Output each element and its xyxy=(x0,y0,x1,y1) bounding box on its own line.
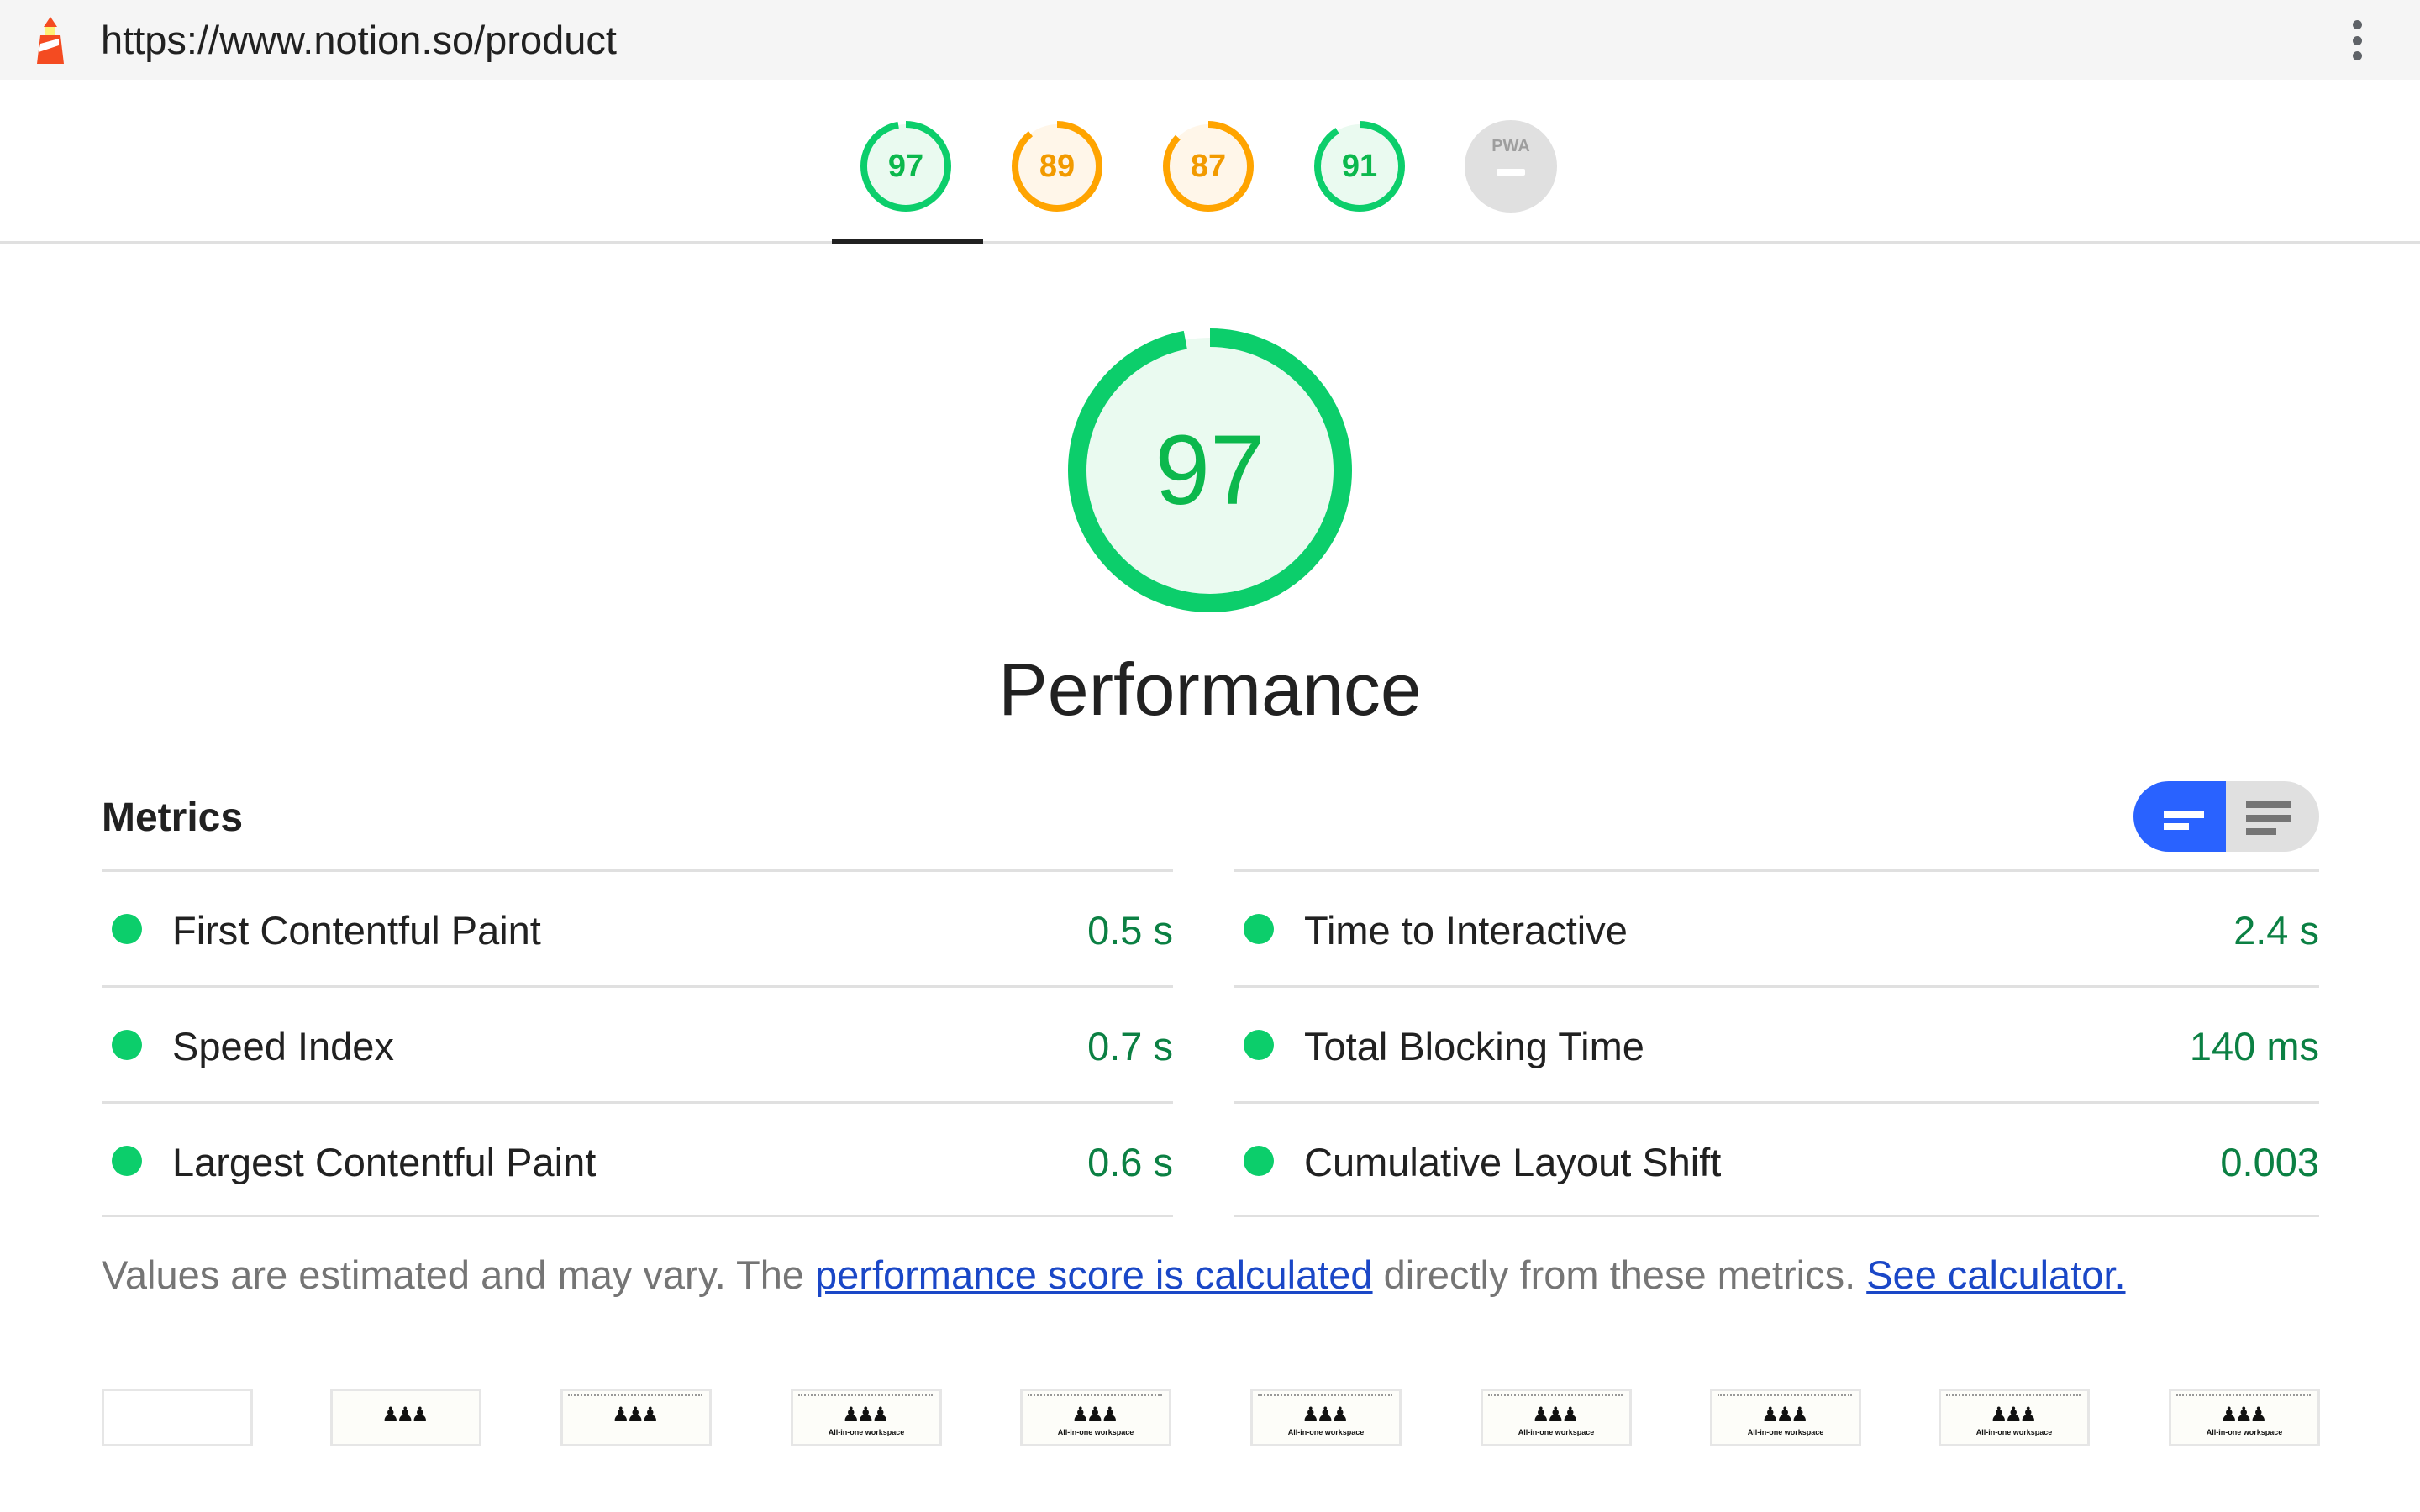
gauge-score: 91 xyxy=(1341,149,1378,184)
pass-dot-icon xyxy=(112,1146,142,1176)
gauge-score: 87 xyxy=(1190,149,1227,184)
performance-score: 97 xyxy=(1155,415,1265,526)
metric-row: Total Blocking Time 140 ms xyxy=(1234,985,2319,1101)
metric-label: Total Blocking Time xyxy=(1304,1024,1644,1068)
metrics-view-toggle[interactable] xyxy=(2133,781,2319,852)
tabs-divider xyxy=(0,241,2420,244)
metric-value: 0.5 s xyxy=(1087,908,1173,953)
gauge-arc xyxy=(1163,121,1254,212)
filmstrip-frame: ♟♟♟ All-in-one workspace xyxy=(1250,1389,1402,1446)
filmstrip-frame: ♟♟♟ All-in-one workspace xyxy=(791,1389,942,1446)
frame-caption: All-in-one workspace xyxy=(828,1428,905,1436)
frame-caption: All-in-one workspace xyxy=(1518,1428,1595,1436)
gauge-score: 89 xyxy=(1039,149,1076,184)
metric-row: First Contentful Paint 0.5 s xyxy=(102,869,1173,985)
pass-dot-icon xyxy=(1244,1146,1274,1176)
footnote-text: Values are estimated and may vary. The xyxy=(102,1252,816,1297)
filmstrip-frame xyxy=(102,1389,253,1446)
metric-label: Largest Contentful Paint xyxy=(172,1140,597,1184)
frame-caption: All-in-one workspace xyxy=(1057,1428,1134,1436)
gauge-2[interactable]: 89 xyxy=(1011,120,1103,213)
url-text[interactable]: https://www.notion.so/product xyxy=(101,18,617,62)
gauge-arc xyxy=(1314,121,1405,212)
lighthouse-icon xyxy=(37,17,64,64)
metric-row: Speed Index 0.7 s xyxy=(102,985,1173,1101)
metric-label: First Contentful Paint xyxy=(172,908,541,953)
pwa-label: PWA xyxy=(1491,137,1530,155)
illustration-icon: ♟♟♟ xyxy=(1302,1404,1349,1426)
metric-row: Largest Contentful Paint 0.6 s xyxy=(102,1101,1173,1217)
filmstrip-frame: ♟♟♟ xyxy=(560,1389,712,1446)
frame-caption: All-in-one workspace xyxy=(1747,1428,1824,1436)
pass-dot-icon xyxy=(1244,914,1274,944)
filmstrip-frame: ♟♟♟ All-in-one workspace xyxy=(1939,1389,2090,1446)
metric-label: Cumulative Layout Shift xyxy=(1304,1140,1722,1184)
category-title: Performance xyxy=(998,648,1422,731)
frame-caption: All-in-one workspace xyxy=(2206,1428,2283,1436)
illustration-icon: ♟♟♟ xyxy=(1990,1404,2038,1426)
metrics-footnote: Values are estimated and may vary. The p… xyxy=(102,1252,2126,1298)
filmstrip-frame: ♟♟♟ All-in-one workspace xyxy=(1481,1389,1632,1446)
pass-dot-icon xyxy=(1244,1030,1274,1060)
illustration-icon: ♟♟♟ xyxy=(1532,1404,1580,1426)
selected-tab-indicator xyxy=(832,239,983,244)
pass-dot-icon xyxy=(112,914,142,944)
compact-view-icon[interactable] xyxy=(2133,781,2226,852)
metric-value: 0.6 s xyxy=(1087,1140,1173,1184)
gauge-arc xyxy=(860,121,951,212)
frame-caption: All-in-one workspace xyxy=(1287,1428,1365,1436)
pass-dot-icon xyxy=(112,1030,142,1060)
illustration-icon: ♟♟♟ xyxy=(842,1404,890,1426)
kebab-menu-icon[interactable] xyxy=(2346,17,2368,64)
metric-row: Cumulative Layout Shift 0.003 xyxy=(1234,1101,2319,1217)
score-calculation-link[interactable]: performance score is calculated xyxy=(815,1252,1373,1297)
illustration-icon: ♟♟♟ xyxy=(2220,1404,2268,1426)
browser-bar: https://www.notion.so/product xyxy=(0,0,2420,80)
metric-value: 0.7 s xyxy=(1087,1024,1173,1068)
metrics-right-column: Time to Interactive 2.4 s Total Blocking … xyxy=(1234,869,2319,1217)
metric-value: 0.003 xyxy=(2220,1140,2319,1184)
metric-value: 2.4 s xyxy=(2233,908,2319,953)
metric-value: 140 ms xyxy=(2189,1024,2319,1068)
footnote-text: directly from these metrics. xyxy=(1372,1252,1867,1297)
pwa-dash-icon xyxy=(1497,169,1525,176)
metric-row: Time to Interactive 2.4 s xyxy=(1234,869,2319,985)
filmstrip-frame: ♟♟♟ All-in-one workspace xyxy=(1710,1389,1861,1446)
illustration-icon: ♟♟♟ xyxy=(612,1404,660,1426)
illustration-icon: ♟♟♟ xyxy=(1071,1404,1119,1426)
metrics-heading: Metrics xyxy=(102,795,244,840)
gauge-score: 97 xyxy=(887,149,924,184)
gauge-1[interactable]: 97 xyxy=(860,120,952,213)
illustration-icon: ♟♟♟ xyxy=(381,1404,429,1426)
gauge-4[interactable]: 91 xyxy=(1313,120,1406,213)
gauge-arc xyxy=(1012,121,1102,212)
illustration-icon: ♟♟♟ xyxy=(1761,1404,1809,1426)
performance-gauge: 97 xyxy=(1068,328,1352,612)
filmstrip-frame: ♟♟♟ All-in-one workspace xyxy=(1020,1389,1171,1446)
expanded-view-icon[interactable] xyxy=(2226,781,2319,852)
metric-label: Speed Index xyxy=(172,1024,394,1068)
filmstrip-frame: ♟♟♟ All-in-one workspace xyxy=(2169,1389,2320,1446)
gauge-3[interactable]: 87 xyxy=(1162,120,1255,213)
see-calculator-link[interactable]: See calculator. xyxy=(1866,1252,2126,1297)
filmstrip-frame: ♟♟♟ xyxy=(330,1389,481,1446)
metrics-left-column: First Contentful Paint 0.5 s Speed Index 0… xyxy=(102,869,1173,1217)
frame-caption: All-in-one workspace xyxy=(1975,1428,2053,1436)
gauge-pwa[interactable]: PWA xyxy=(1465,120,1557,213)
metric-label: Time to Interactive xyxy=(1304,908,1628,953)
